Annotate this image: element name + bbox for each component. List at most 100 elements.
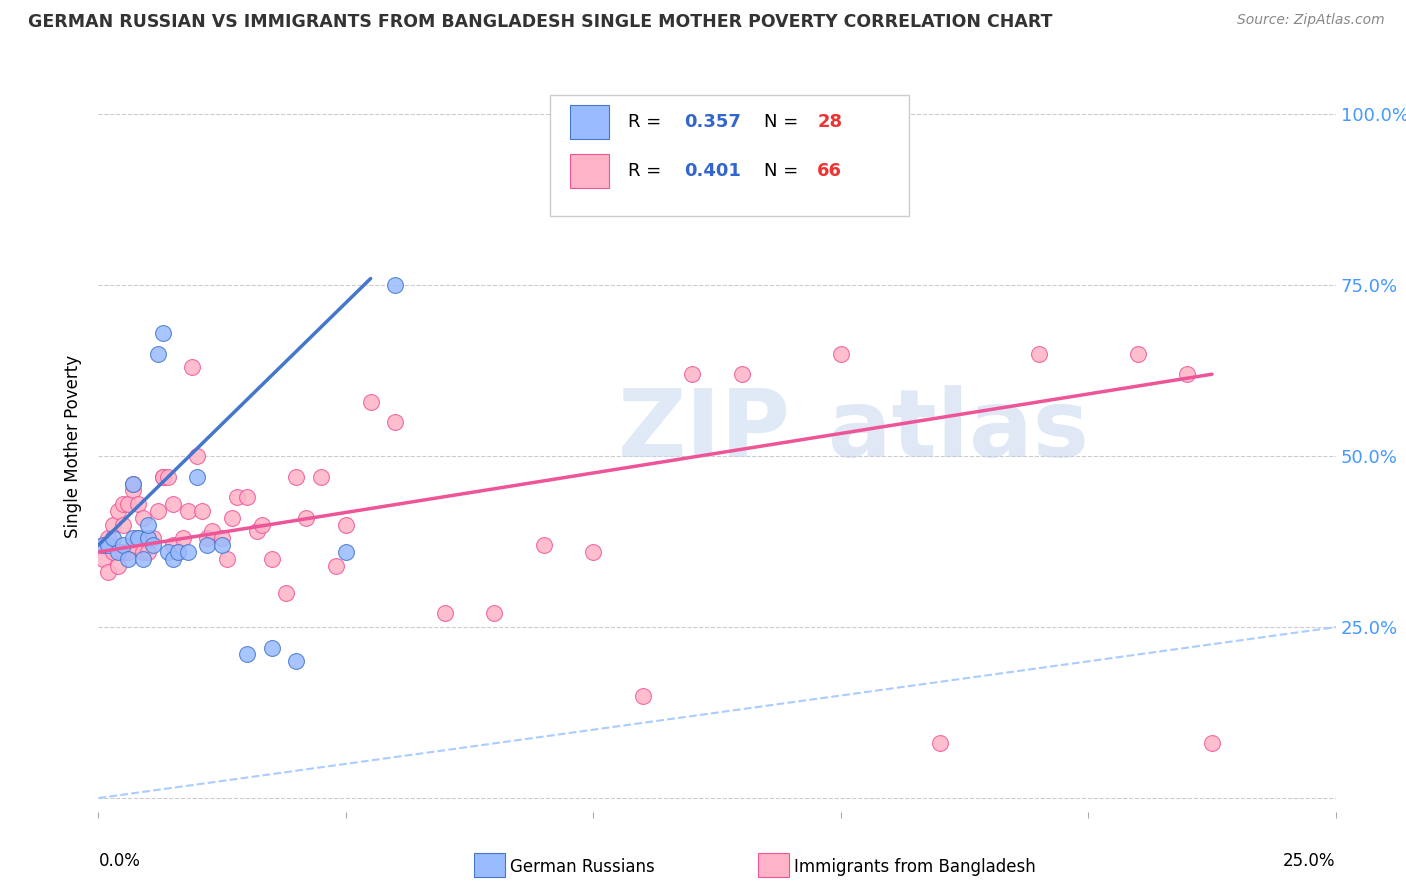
Point [195,531,218,545]
Point [142,538,165,552]
Point [166,545,188,559]
Point [309,469,332,483]
Point [928,736,950,750]
Point [582,545,605,559]
Point [285,469,308,483]
Point [117,545,139,559]
Point [176,545,198,559]
Point [285,654,308,668]
Point [132,545,155,559]
Point [162,551,184,566]
Point [142,531,165,545]
Point [681,368,703,382]
Point [156,469,179,483]
Point [211,538,233,552]
Text: GERMAN RUSSIAN VS IMMIGRANTS FROM BANGLADESH SINGLE MOTHER POVERTY CORRELATION C: GERMAN RUSSIAN VS IMMIGRANTS FROM BANGLA… [28,13,1053,31]
Point [127,531,149,545]
Point [533,538,555,552]
Point [152,469,174,483]
Text: R =: R = [628,162,666,180]
Text: 0.0%: 0.0% [98,852,141,870]
Point [195,538,218,552]
Point [360,394,382,409]
Point [201,524,224,539]
Point [136,531,159,545]
Point [335,545,357,559]
Point [325,558,347,573]
Point [176,504,198,518]
Point [132,510,155,524]
Text: 25.0%: 25.0% [1284,852,1336,870]
Text: N =: N = [763,162,804,180]
Point [127,497,149,511]
Point [433,607,456,621]
Point [217,551,239,566]
Text: N =: N = [763,113,804,131]
Point [103,517,125,532]
Point [1201,736,1223,750]
Point [103,531,125,545]
Text: Source: ZipAtlas.com: Source: ZipAtlas.com [1237,13,1385,28]
Point [112,497,135,511]
Point [136,517,159,532]
Point [93,538,115,552]
Text: R =: R = [628,113,666,131]
Point [136,545,159,559]
Point [250,517,273,532]
Point [221,510,243,524]
Point [172,531,194,545]
Point [191,504,214,518]
Y-axis label: Single Mother Poverty: Single Mother Poverty [65,354,83,538]
Text: 28: 28 [817,113,842,131]
Point [1028,347,1050,361]
Point [384,415,406,429]
Text: 0.401: 0.401 [683,162,741,180]
Point [122,483,145,498]
Point [226,490,249,504]
Point [127,531,149,545]
Point [186,449,208,463]
Point [731,368,754,382]
Text: atlas: atlas [828,385,1090,477]
Point [93,551,115,566]
Point [122,476,145,491]
Point [112,538,135,552]
Point [112,545,135,559]
Point [152,326,174,341]
Point [112,517,135,532]
Point [162,497,184,511]
Point [260,551,283,566]
Point [335,517,357,532]
Point [236,648,259,662]
Point [122,538,145,552]
Point [186,469,208,483]
Point [166,545,188,559]
Point [295,510,318,524]
Point [162,538,184,552]
Point [122,476,145,491]
Point [136,531,159,545]
Point [830,347,852,361]
Point [246,524,269,539]
Point [681,148,703,162]
Point [103,545,125,559]
Text: 66: 66 [817,162,842,180]
Text: ZIP: ZIP [619,385,792,477]
Point [181,360,204,375]
Point [97,538,120,552]
Point [93,538,115,552]
Point [236,490,259,504]
Text: Immigrants from Bangladesh: Immigrants from Bangladesh [794,858,1036,876]
Point [211,531,233,545]
Point [156,545,179,559]
Point [484,607,506,621]
Point [107,558,129,573]
FancyBboxPatch shape [569,105,609,139]
Point [146,504,169,518]
Point [117,497,139,511]
Point [97,531,120,545]
Point [276,586,298,600]
Point [1175,368,1198,382]
Point [384,278,406,293]
Point [132,551,155,566]
